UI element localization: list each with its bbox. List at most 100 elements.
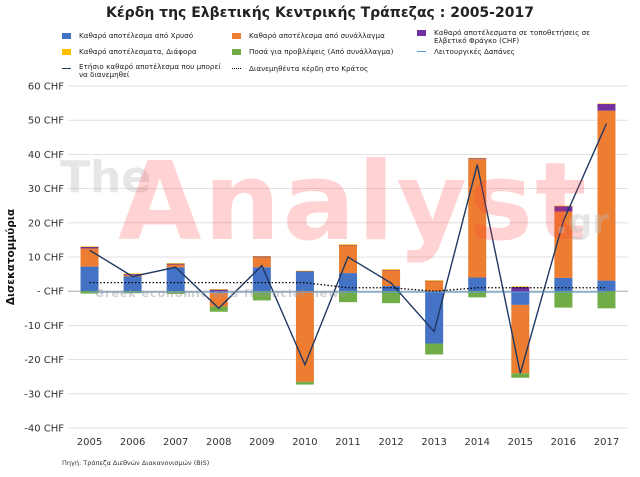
bar-segment xyxy=(468,158,487,160)
chart-title: Κέρδη της Ελβετικής Κεντρικής Τράπεζας :… xyxy=(106,5,534,21)
legend-label-fx: Καθαρό αποτέλεσμα από συνάλλαγμα xyxy=(249,31,385,40)
y-tick-label: 50 CHF xyxy=(28,116,64,127)
bar-segment xyxy=(123,276,142,292)
legend-swatch-distributable xyxy=(62,68,71,70)
y-tick-label: 10 CHF xyxy=(28,253,64,264)
x-tick-label: 2013 xyxy=(421,437,446,448)
bar-segment xyxy=(295,271,314,292)
bar-segment xyxy=(295,381,314,385)
bar-segment xyxy=(382,286,401,292)
bar-segment xyxy=(597,110,616,281)
bar-segment xyxy=(511,286,530,288)
bar-segment xyxy=(511,291,530,305)
bar-segment xyxy=(382,269,401,287)
bar-segment xyxy=(123,274,142,277)
bar-segment xyxy=(295,270,314,272)
bar-segment xyxy=(339,291,357,303)
x-tick-label: 2012 xyxy=(378,437,403,448)
bar-segment xyxy=(468,291,487,298)
bar-segment xyxy=(511,373,530,378)
bar-segment xyxy=(597,103,616,105)
y-tick-label: -30 CHF xyxy=(24,389,64,400)
bar-segment xyxy=(554,277,573,292)
legend-swatch-provisions xyxy=(232,49,241,55)
legend-swatch-chf xyxy=(417,30,426,36)
bar-segment xyxy=(554,291,573,308)
bar-segment xyxy=(252,255,271,257)
legend-swatch-gold xyxy=(62,33,71,39)
source-note: Πηγή: Τράπεζα Διεθνών Διακανονισμών (BIS… xyxy=(62,459,210,467)
legend-swatch-fx xyxy=(232,33,241,39)
bar-segment xyxy=(252,256,271,258)
bar-segment xyxy=(252,267,271,292)
bar-segment xyxy=(597,103,616,111)
legend-label-distributable: Ετήσιο καθαρό αποτέλεσμα που μπορεί να δ… xyxy=(79,62,221,79)
bar-segment xyxy=(468,157,487,159)
x-tick-label: 2017 xyxy=(594,437,619,448)
y-tick-label: 30 CHF xyxy=(28,184,64,195)
bar-segment xyxy=(295,291,314,382)
bar-segment xyxy=(166,267,185,292)
x-tick-label: 2010 xyxy=(292,437,317,448)
legend-swatch-misc xyxy=(62,49,71,55)
bar-segment xyxy=(382,269,401,271)
legend-label-gold: Καθαρό αποτέλεσμα από Χρυσό xyxy=(79,31,194,40)
bar-segment xyxy=(468,159,487,278)
bar-segment xyxy=(382,291,401,304)
bar-segment xyxy=(166,263,185,264)
bar-segment xyxy=(80,266,99,292)
bar-segment xyxy=(425,280,444,282)
y-tick-label: -40 CHF xyxy=(24,424,64,435)
x-tick-label: 2014 xyxy=(465,437,490,448)
x-tick-label: 2006 xyxy=(120,437,145,448)
legend: Καθαρό αποτέλεσμα από Χρυσό Καθαρό αποτέ… xyxy=(0,0,640,90)
y-tick-label: 20 CHF xyxy=(28,218,64,229)
bar-segment xyxy=(123,273,142,275)
bar-segment xyxy=(252,257,271,268)
bar-segment xyxy=(209,289,228,290)
legend-label-state: Διανεμηθέντα κέρδη στο Κράτος xyxy=(249,64,369,73)
bar-segment xyxy=(295,271,314,272)
bar-segment xyxy=(339,244,357,245)
x-tick-label: 2009 xyxy=(249,437,274,448)
y-tick-label: -10 CHF xyxy=(24,321,64,332)
bar-segment xyxy=(425,280,444,281)
y-axis-label: Δισεκατομμύρια xyxy=(5,209,17,305)
legend-swatch-opex xyxy=(417,51,426,53)
y-tick-label: - CHF xyxy=(37,287,64,298)
legend-label-misc: Καθαρό αποτέλεσματα, Διάφορα xyxy=(79,47,197,56)
bar-segment xyxy=(554,211,573,278)
bar-segment xyxy=(597,291,616,309)
bar-segment xyxy=(166,264,185,268)
bar-segment xyxy=(80,246,99,249)
bar-segment xyxy=(80,246,99,247)
bar-segment xyxy=(511,304,530,374)
x-tick-label: 2011 xyxy=(335,437,360,448)
y-tick-label: 40 CHF xyxy=(28,150,64,161)
bar-segment xyxy=(554,205,573,207)
x-tick-label: 2007 xyxy=(163,437,188,448)
x-tick-label: 2016 xyxy=(551,437,576,448)
legend-swatch-state xyxy=(232,68,241,69)
legend-label-provisions: Ποσά για προβλέψεις (Από συνάλλαγμα) xyxy=(249,47,394,56)
x-tick-label: 2015 xyxy=(508,437,533,448)
bar-segment xyxy=(425,280,444,292)
y-tick-label: 60 CHF xyxy=(28,82,64,93)
bar-segment xyxy=(511,286,530,292)
series-line xyxy=(89,281,607,292)
bar-segment xyxy=(382,269,401,270)
y-tick-label: -20 CHF xyxy=(24,355,64,366)
bar-segment xyxy=(80,248,99,267)
bar-segment xyxy=(425,291,444,344)
bar-segment xyxy=(339,245,357,274)
series-line xyxy=(89,123,608,374)
bar-segment xyxy=(597,280,616,292)
bar-segment xyxy=(425,343,444,355)
bar-segment xyxy=(209,292,228,307)
bar-segment xyxy=(166,263,185,265)
bar-segment xyxy=(468,277,487,292)
bar-segment xyxy=(209,289,228,292)
bar-segment xyxy=(554,206,573,212)
